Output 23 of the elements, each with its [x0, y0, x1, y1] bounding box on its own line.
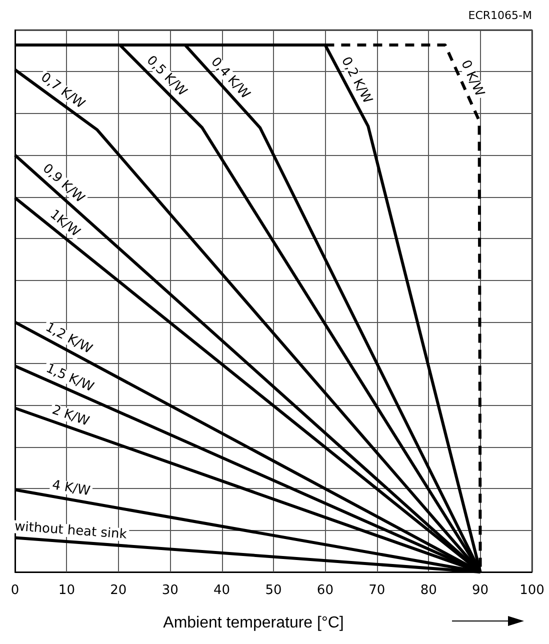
- text: 2 K/W: [50, 402, 92, 430]
- text: ECR1065-M: [468, 9, 532, 22]
- text: 1,2 K/W: [42, 320, 95, 358]
- x-tick-label: 100: [520, 583, 544, 598]
- text: 0,9 K/W: [39, 161, 88, 206]
- text: 0,2 K/W: [338, 54, 375, 106]
- x-axis-title: Ambient temperature [°C]: [163, 614, 344, 632]
- text: 0,5 K/W: [143, 53, 190, 100]
- text: 0 K/W: [458, 58, 487, 100]
- x-tick-label: 0: [10, 583, 20, 598]
- x-tick-label: 30: [162, 583, 178, 598]
- series-label: without heat sink: [14, 519, 128, 542]
- text: 4 K/W: [50, 478, 92, 500]
- x-tick-label: 20: [110, 583, 127, 598]
- x-tick-label: 50: [265, 583, 282, 598]
- x-tick-label: 90: [472, 583, 489, 598]
- x-tick-label: 80: [420, 583, 437, 598]
- x-tick-label: 40: [214, 583, 230, 598]
- x-tick-label: 70: [368, 583, 386, 598]
- x-tick-label: 10: [58, 583, 75, 598]
- text: 0,7 K/W: [38, 70, 88, 112]
- text: 1,5 K/W: [44, 361, 96, 396]
- x-tick-label: 60: [316, 583, 334, 598]
